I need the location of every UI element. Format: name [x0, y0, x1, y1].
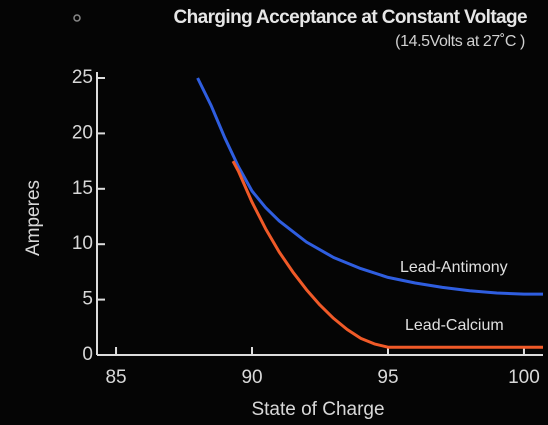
chart-title: Charging Acceptance at Constant Voltage: [174, 7, 528, 28]
series-line: [196, 77, 543, 296]
chart-subtitle: (14.5Volts at 27˚C ): [395, 33, 525, 50]
x-axis-label: State of Charge: [251, 399, 384, 420]
bullet: [73, 14, 81, 22]
y-tick-label: 5: [82, 289, 93, 310]
x-tick-label: 90: [241, 367, 262, 388]
y-tick-label: 25: [72, 67, 93, 88]
x-tick-label: 100: [508, 367, 540, 388]
series-label: Lead-Antimony: [400, 259, 508, 276]
x-tick-label: 85: [105, 367, 126, 388]
y-tick-label: 20: [72, 122, 93, 143]
series-line: [231, 160, 543, 349]
y-axis-label: Amperes: [23, 180, 44, 256]
y-tick-label: 10: [72, 233, 93, 254]
y-tick-label: 15: [72, 178, 93, 199]
y-tick-label: 0: [82, 344, 93, 365]
x-tick-label: 95: [377, 367, 398, 388]
series-label: Lead-Calcium: [405, 317, 504, 334]
